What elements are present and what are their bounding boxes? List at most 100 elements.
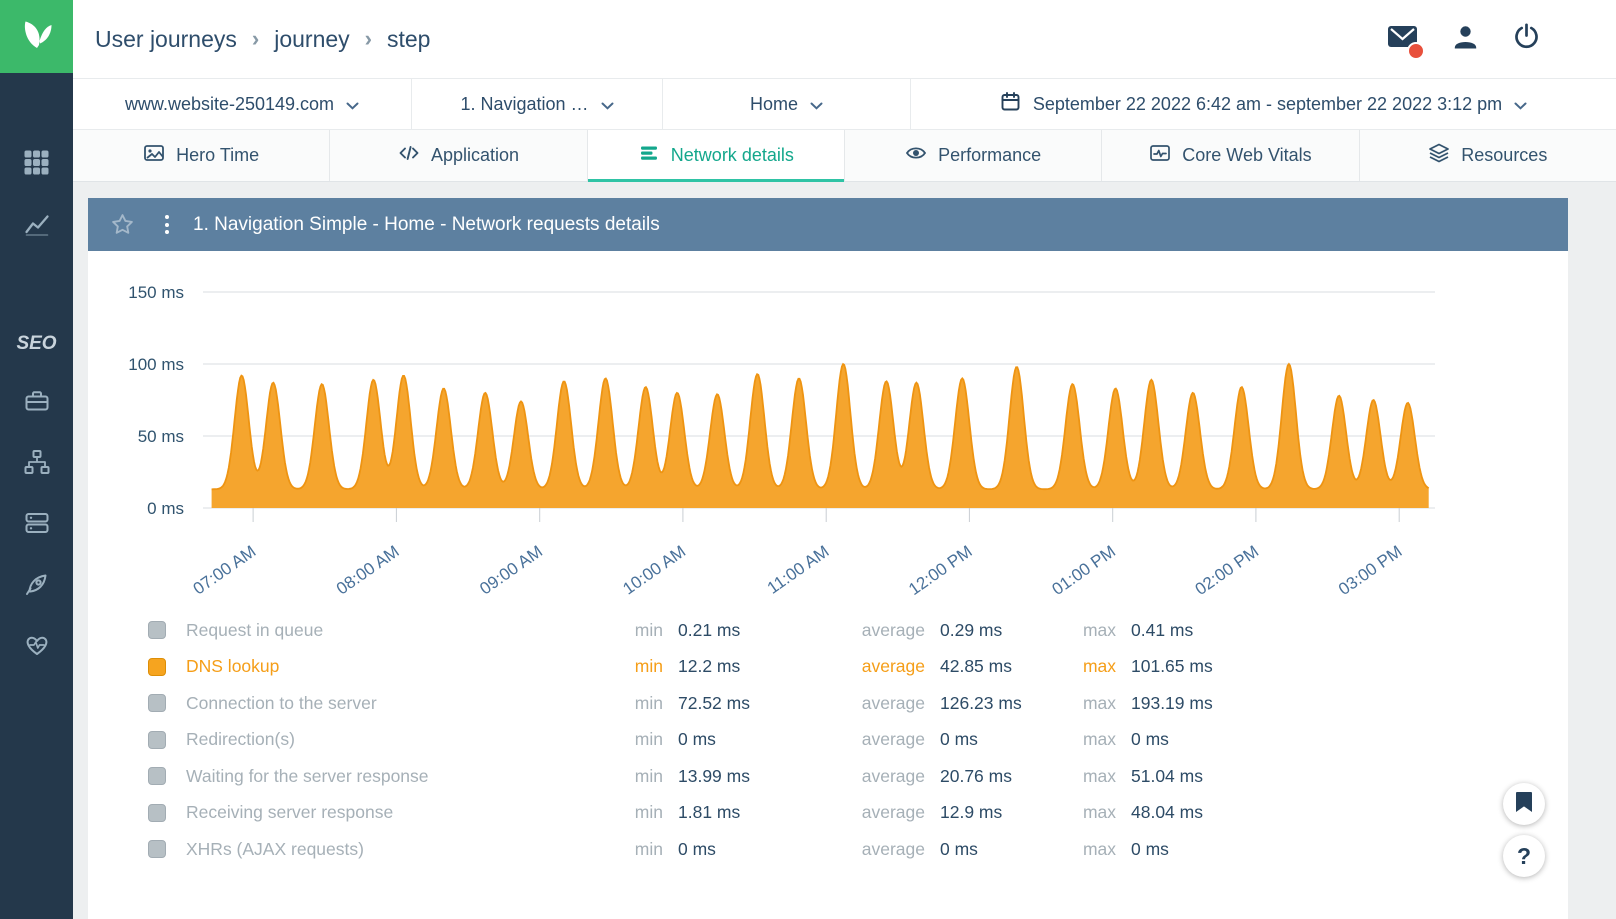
messages-button[interactable] — [1387, 24, 1425, 60]
stat-average-value: 0.29 ms — [940, 619, 1003, 640]
breadcrumb: User journeys › journey › step — [95, 26, 430, 53]
envelope-icon — [1387, 24, 1418, 54]
tab-application[interactable]: Application — [330, 130, 588, 181]
favorite-star-icon[interactable] — [110, 212, 135, 237]
detail-tabs: Hero Time Application Network details — [73, 130, 1616, 182]
panel-header: 1. Navigation Simple - Home - Network re… — [88, 198, 1568, 251]
account-button[interactable] — [1452, 23, 1479, 55]
series-checkbox[interactable] — [148, 694, 166, 713]
legend-row[interactable]: Request in queue min 0.21 ms average 0.2… — [88, 612, 1568, 649]
notification-badge — [1407, 42, 1425, 60]
sidebar-item-health[interactable] — [22, 632, 52, 662]
request-queue-icon — [638, 142, 660, 169]
help-button[interactable]: ? — [1503, 835, 1545, 877]
tab-label: Core Web Vitals — [1182, 145, 1312, 165]
series-checkbox[interactable] — [148, 730, 166, 749]
tab-hero-time[interactable]: Hero Time — [73, 130, 331, 181]
series-checkbox[interactable] — [148, 803, 166, 822]
app-logo[interactable] — [0, 0, 73, 73]
line-chart-icon — [24, 211, 50, 242]
sidebar-item-analytics[interactable] — [22, 211, 52, 241]
breadcrumb-journey[interactable]: journey — [274, 25, 350, 52]
x-axis-label: 08:00 AM — [333, 542, 403, 599]
panel-menu-kebab-icon[interactable] — [161, 210, 173, 240]
series-checkbox[interactable] — [148, 767, 166, 786]
sitemap-icon — [24, 449, 50, 480]
calendar-icon — [1000, 91, 1021, 117]
series-checkbox[interactable] — [148, 840, 166, 859]
legend-row[interactable]: DNS lookup min 12.2 ms average 42.85 ms … — [88, 649, 1568, 686]
x-axis-label: 07:00 AM — [190, 542, 260, 599]
legend-table: Request in queue min 0.21 ms average 0.2… — [88, 612, 1568, 868]
question-mark-icon: ? — [1516, 842, 1532, 869]
stat-max-value: 51.04 ms — [1131, 765, 1203, 786]
tab-label: Hero Time — [176, 145, 260, 165]
stat-average-value: 20.76 ms — [940, 765, 1012, 786]
stat-average-value: 0 ms — [940, 729, 978, 750]
sidebar-item-dashboards[interactable] — [22, 150, 52, 180]
sidebar-item-speed[interactable] — [22, 571, 52, 601]
image-icon — [143, 142, 165, 169]
legend-row[interactable]: XHRs (AJAX requests) min 0 ms average 0 … — [88, 831, 1568, 868]
tab-resources[interactable]: Resources — [1360, 130, 1616, 181]
legend-row[interactable]: Redirection(s) min 0 ms average 0 ms max… — [88, 722, 1568, 759]
stat-min-label: min — [634, 619, 663, 640]
server-icon — [24, 510, 50, 541]
stat-max-value: 193.19 ms — [1131, 692, 1213, 713]
stat-min-label: min — [634, 838, 663, 859]
header-actions — [1387, 23, 1540, 60]
tab-performance[interactable]: Performance — [845, 130, 1103, 181]
legend-row[interactable]: Connection to the server min 72.52 ms av… — [88, 685, 1568, 722]
stat-max-label: max — [1082, 656, 1116, 677]
stat-min-value: 13.99 ms — [678, 765, 750, 786]
x-axis-label: 01:00 PM — [1048, 542, 1119, 599]
breadcrumb-step[interactable]: step — [386, 25, 431, 52]
x-axis-label: 11:00 AM — [764, 542, 833, 598]
sidebar-item-seo[interactable]: SEO — [16, 333, 57, 354]
network-chart[interactable]: 150 ms 100 ms 50 ms 0 ms 07:00 AM 08:00 AM 09:… — [88, 251, 1568, 631]
stat-average-label: average — [861, 838, 925, 859]
series-label: Redirection(s) — [186, 729, 295, 750]
sidebar-item-tools[interactable] — [22, 388, 52, 418]
series-outline — [211, 362, 1430, 491]
breadcrumb-user-journeys[interactable]: User journeys — [95, 25, 237, 52]
leaf-logo-icon — [17, 14, 57, 59]
rocket-icon — [24, 571, 50, 602]
step-select[interactable]: Home — [663, 79, 911, 129]
stat-max-value: 0 ms — [1131, 729, 1169, 750]
chevron-down-icon — [346, 94, 359, 115]
breadcrumb-separator: › — [251, 26, 260, 51]
series-checkbox[interactable] — [148, 621, 166, 640]
tab-network-details[interactable]: Network details — [587, 130, 845, 182]
power-icon — [1513, 23, 1540, 55]
tab-label: Resources — [1461, 145, 1548, 165]
tab-label: Application — [430, 145, 520, 165]
filter-bar: www.website-250149.com 1. Navigation … H… — [73, 78, 1616, 130]
series-checkbox[interactable] — [148, 657, 166, 676]
area-series-dns-lookup — [211, 364, 1429, 508]
sidebar-item-servers[interactable] — [22, 510, 52, 540]
stat-average-value: 0 ms — [940, 838, 978, 859]
website-select[interactable]: www.website-250149.com — [73, 79, 412, 129]
bookmark-icon — [1515, 791, 1533, 818]
series-label: Connection to the server — [186, 692, 377, 713]
stat-max-label: max — [1082, 619, 1116, 640]
sidebar-item-sitemap[interactable] — [22, 449, 52, 479]
legend-row[interactable]: Waiting for the server response min 13.9… — [88, 758, 1568, 795]
stat-min-label: min — [634, 729, 663, 750]
date-range-picker[interactable]: September 22 2022 6:42 am - september 22… — [911, 79, 1616, 129]
journey-select[interactable]: 1. Navigation … — [412, 79, 663, 129]
logout-button[interactable] — [1513, 23, 1540, 55]
x-axis-label: 10:00 AM — [619, 542, 689, 599]
stat-max-label: max — [1082, 729, 1116, 750]
stat-average-label: average — [861, 729, 925, 750]
stat-max-label: max — [1082, 838, 1116, 859]
website-select-value: www.website-250149.com — [124, 93, 335, 114]
bookmark-button[interactable] — [1503, 783, 1545, 825]
stat-max-value: 0.41 ms — [1131, 619, 1194, 640]
tab-core-web-vitals[interactable]: Core Web Vitals — [1102, 130, 1360, 181]
stat-average-label: average — [861, 692, 925, 713]
legend-row[interactable]: Receiving server response min 1.81 ms av… — [88, 795, 1568, 832]
y-axis-label: 150 ms — [128, 283, 184, 302]
stat-average-value: 42.85 ms — [940, 656, 1012, 677]
